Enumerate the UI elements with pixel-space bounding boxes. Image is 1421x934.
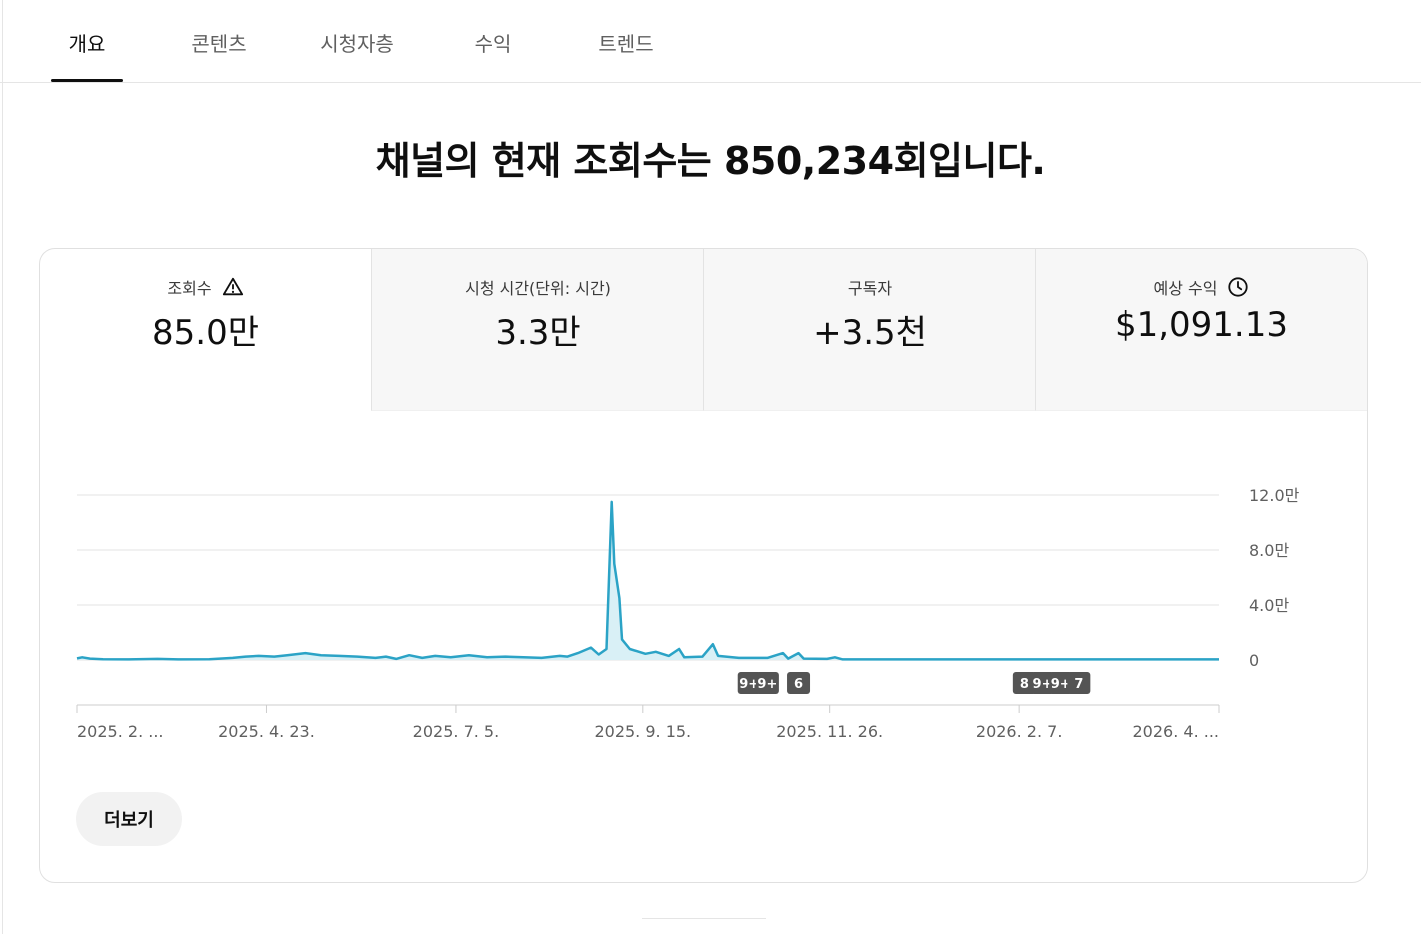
tab-label: 시청자층 — [320, 32, 394, 56]
marker-box — [755, 672, 779, 694]
marker-label: 6 — [794, 677, 803, 692]
metric-views[interactable]: 조회수 85.0만 — [40, 249, 371, 411]
metric-label: 예상 수익 — [1153, 279, 1218, 298]
active-tab-underline — [51, 79, 123, 82]
metric-value: +3.5천 — [813, 313, 927, 353]
x-tick-label: 2026. 2. 7. — [976, 722, 1063, 741]
x-tick-label: 2025. 9. 15. — [594, 722, 691, 741]
tab-trends[interactable]: 트렌드 — [588, 28, 664, 82]
y-tick-label: 12.0만 — [1249, 486, 1300, 505]
marker-label: 9+ — [739, 677, 759, 692]
marker-box — [1012, 672, 1036, 694]
marker-label: 8 — [1020, 677, 1029, 692]
x-tick-label: 2025. 11. 26. — [776, 722, 883, 741]
annotation-marker[interactable]: 9+ — [755, 672, 779, 694]
marker-box — [1031, 672, 1055, 694]
x-tick-label: 2026. 4. ... — [1133, 722, 1220, 741]
marker-box — [737, 672, 761, 694]
marker-label: 9+ — [1051, 677, 1071, 692]
metric-estimated-revenue[interactable]: 예상 수익 $1,091.13 — [1035, 249, 1367, 411]
y-tick-label: 8.0만 — [1249, 541, 1289, 560]
metric-value: 85.0만 — [152, 313, 259, 353]
analytics-card: 조회수 85.0만 시청 시간(단위: 시간) 3.3만 구독자 +3.5천 예… — [39, 248, 1368, 883]
tab-label: 수익 — [474, 32, 512, 56]
metric-label: 구독자 — [847, 279, 893, 298]
more-button[interactable]: 더보기 — [76, 792, 182, 846]
annotation-marker[interactable]: 6 — [787, 672, 811, 694]
x-tick-label: 2025. 7. 5. — [413, 722, 500, 741]
metric-label: 조회수 — [167, 279, 212, 298]
annotation-marker[interactable]: 7 — [1067, 672, 1091, 694]
divider — [642, 918, 766, 919]
tab-audience[interactable]: 시청자층 — [308, 28, 406, 82]
metric-watch-time[interactable]: 시청 시간(단위: 시간) 3.3만 — [371, 249, 704, 411]
annotation-marker[interactable]: 9+ — [1049, 672, 1073, 694]
tab-bar: 개요 콘텐츠 시청자층 수익 트렌드 — [0, 0, 1421, 83]
metric-value: $1,091.13 — [1114, 305, 1289, 345]
tab-overview[interactable]: 개요 — [51, 28, 123, 82]
marker-label: 9+ — [1033, 677, 1053, 692]
x-tick-label: 2025. 4. 23. — [218, 722, 315, 741]
metric-subscribers[interactable]: 구독자 +3.5천 — [703, 249, 1036, 411]
y-tick-label: 4.0만 — [1249, 596, 1289, 615]
tab-content[interactable]: 콘텐츠 — [180, 28, 258, 82]
annotation-marker[interactable]: 9+ — [1031, 672, 1055, 694]
marker-label: 9+ — [757, 677, 777, 692]
tab-revenue[interactable]: 수익 — [462, 28, 524, 82]
x-tick-label: 2025. 2. ... — [77, 722, 164, 741]
tab-label: 콘텐츠 — [191, 32, 247, 56]
metric-label: 시청 시간(단위: 시간) — [465, 279, 611, 298]
tab-label: 개요 — [68, 32, 106, 56]
page-headline: 채널의 현재 조회수는 850,234회입니다. — [375, 139, 1046, 183]
metric-value: 3.3만 — [495, 313, 581, 353]
marker-box — [787, 672, 811, 694]
marker-box — [1067, 672, 1091, 694]
views-chart: 0 4.0만 8.0만 12.0만 2025. 2. ... 2025. 4. 23. 20… — [76, 486, 1300, 741]
series-area — [77, 501, 1219, 660]
marker-box — [1049, 672, 1073, 694]
clock-icon[interactable] — [1227, 276, 1249, 298]
annotation-marker[interactable]: 8 — [1012, 672, 1036, 694]
y-tick-label: 0 — [1249, 651, 1259, 670]
tab-label: 트렌드 — [598, 32, 654, 56]
marker-label: 7 — [1074, 677, 1083, 692]
series-line — [76, 500, 1219, 661]
warning-icon[interactable] — [222, 276, 244, 298]
annotation-marker[interactable]: 9+ — [737, 672, 761, 694]
